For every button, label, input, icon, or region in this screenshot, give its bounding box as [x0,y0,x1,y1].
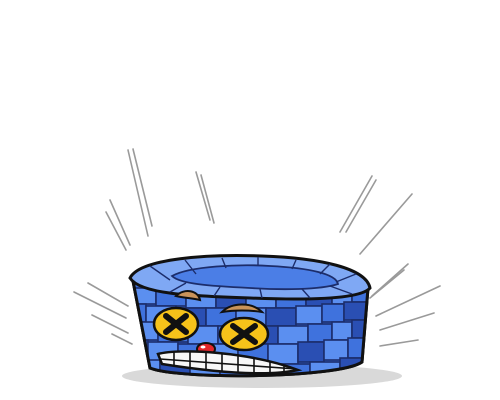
impact-line [132,148,153,227]
impact-line [91,314,129,334]
tower-top-inner [170,264,340,291]
impact-line [87,282,129,307]
impact-line [375,285,441,317]
brick-tower-character [128,254,372,378]
impact-line [345,179,377,233]
right-eye-x-mark [230,323,258,345]
impact-line [109,199,131,246]
left-eyebrow [174,290,202,302]
impact-line [111,333,133,345]
impact-line [73,291,127,319]
impact-line [359,193,413,255]
top-rim-bricks [149,257,357,299]
impact-line [200,174,215,224]
mouth [156,350,303,375]
impact-line [379,339,419,347]
impact-line [105,211,127,251]
left-eye-x-mark [163,313,189,335]
impact-lines [73,148,441,347]
impact-line [127,149,149,237]
nose-highlight [200,345,206,349]
right-eyebrow [219,303,265,314]
character-face [152,290,303,375]
impact-line [339,175,373,233]
teeth-lines [159,352,297,374]
impact-line [379,312,435,331]
impact-line [195,171,211,221]
impact-line [369,269,405,299]
